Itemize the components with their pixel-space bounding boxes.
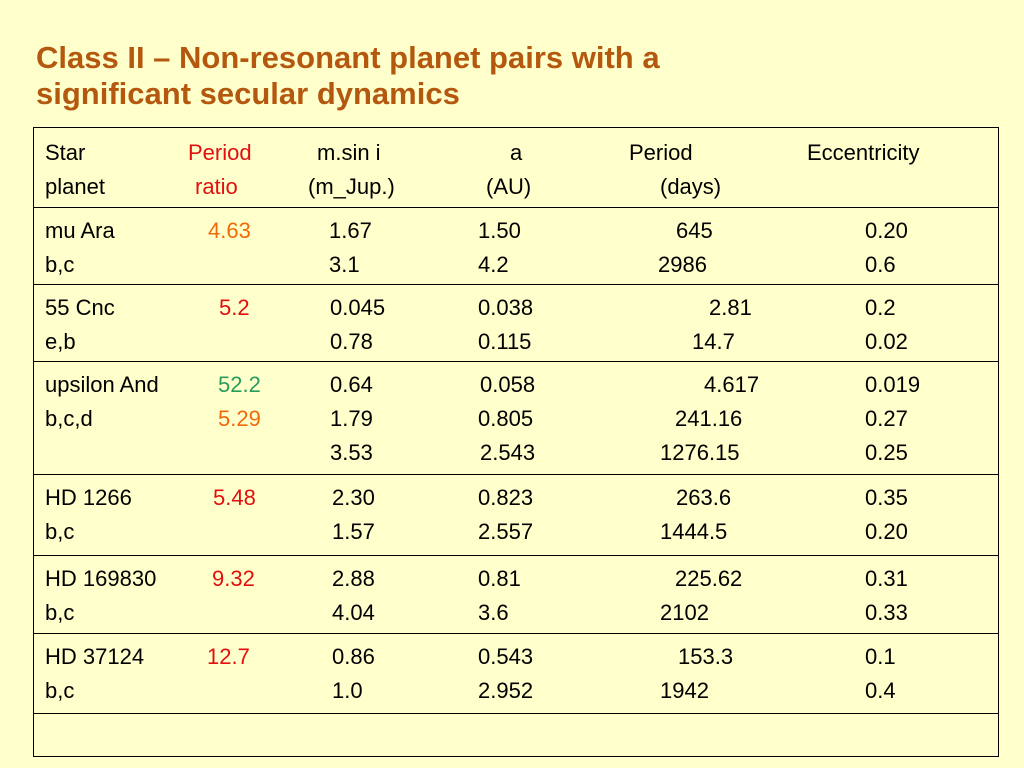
period-ratio-2: 5.29 [218, 406, 261, 431]
table-header: Star planet Period ratio m.sin i (m_Jup.… [34, 128, 998, 208]
star-name: mu Ara [45, 218, 115, 243]
header-a: a [510, 140, 523, 165]
header-period-ratio-1: Period [188, 140, 252, 165]
table-row: HD 1266 b,c 5.48 2.30 0.823 263.6 0.35 1.57 2.55… [34, 475, 998, 556]
star-name: HD 1266 [45, 485, 132, 510]
semi-major-axis-value: 4.2 [478, 252, 509, 277]
period-value: 1942 [660, 678, 709, 703]
period-value: 153.3 [678, 644, 734, 669]
header-period: Period [629, 140, 693, 165]
eccentricity-value: 0.27 [865, 406, 908, 431]
table-row: HD 37124 b,c 12.7 0.86 0.543 153.3 0.1 1.0 2.952… [34, 634, 998, 714]
eccentricity-value: 0.20 [865, 519, 908, 544]
planet-list: b,c [45, 600, 75, 625]
period-value: 225.62 [675, 566, 743, 591]
mass-value: 4.04 [332, 600, 375, 625]
planet-list: b,c,d [45, 406, 93, 431]
mass-value: 2.30 [332, 485, 375, 510]
period-value: 2986 [658, 252, 707, 277]
period-value: 2102 [660, 600, 709, 625]
eccentricity-value: 0.2 [865, 295, 896, 320]
mass-value: 1.79 [330, 406, 373, 431]
header-planet: planet [45, 174, 105, 199]
period-ratio: 52.2 [218, 372, 261, 397]
mass-value: 1.57 [332, 519, 375, 544]
header-days: (days) [660, 174, 722, 199]
star-name: HD 37124 [45, 644, 145, 669]
star-name: 55 Cnc [45, 295, 115, 320]
mass-value: 0.045 [330, 295, 386, 320]
mass-value: 1.0 [332, 678, 363, 703]
eccentricity-value: 0.35 [865, 485, 908, 510]
eccentricity-value: 0.25 [865, 440, 908, 465]
semi-major-axis-value: 2.543 [480, 440, 536, 465]
slide-title: Class II – Non-resonant planet pairs wit… [36, 40, 660, 112]
table-row: 55 Cnc e,b 5.2 0.045 0.038 2.81 0.2 0.78 0.115 14… [34, 285, 998, 362]
period-value: 14.7 [692, 329, 735, 354]
header-star: Star [45, 140, 86, 165]
semi-major-axis-value: 0.038 [478, 295, 534, 320]
header-eccentricity: Eccentricity [807, 140, 920, 165]
period-value: 1444.5 [660, 519, 728, 544]
star-name: upsilon And [45, 372, 159, 397]
period-ratio: 5.2 [219, 295, 250, 320]
period-value: 1276.15 [660, 440, 740, 465]
semi-major-axis-value: 0.805 [478, 406, 534, 431]
mass-value: 0.78 [330, 329, 373, 354]
period-ratio: 12.7 [207, 644, 250, 669]
semi-major-axis-value: 0.058 [480, 372, 536, 397]
planet-pairs-table: Star planet Period ratio m.sin i (m_Jup.… [33, 127, 999, 757]
period-ratio: 4.63 [208, 218, 251, 243]
mass-value: 0.64 [330, 372, 373, 397]
period-ratio: 5.48 [213, 485, 256, 510]
header-mjup: (m_Jup.) [308, 174, 395, 199]
period-value: 2.81 [709, 295, 752, 320]
period-value: 263.6 [676, 485, 732, 510]
header-msini: m.sin i [317, 140, 381, 165]
eccentricity-value: 0.019 [865, 372, 921, 397]
mass-value: 3.1 [329, 252, 360, 277]
header-period-ratio-2: ratio [195, 174, 238, 199]
period-ratio: 9.32 [212, 566, 255, 591]
semi-major-axis-value: 0.81 [478, 566, 521, 591]
planet-list: b,c [45, 519, 75, 544]
table-row: mu Ara b,c 4.63 1.67 1.50 645 0.20 3.1 4.2 2986 0.… [34, 208, 998, 285]
mass-value: 1.67 [329, 218, 372, 243]
semi-major-axis-value: 2.557 [478, 519, 534, 544]
title-line-2: significant secular dynamics [36, 76, 460, 111]
semi-major-axis-value: 1.50 [478, 218, 521, 243]
table-row: HD 169830 b,c 9.32 2.88 0.81 225.62 0.31 4.04 3.… [34, 556, 998, 634]
semi-major-axis-value: 0.543 [478, 644, 534, 669]
empty-row [34, 714, 998, 756]
header-au: (AU) [486, 174, 532, 199]
eccentricity-value: 0.20 [865, 218, 908, 243]
eccentricity-value: 0.6 [865, 252, 896, 277]
semi-major-axis-value: 0.115 [478, 329, 532, 354]
planet-list: e,b [45, 329, 76, 354]
table-row: upsilon And b,c,d 52.2 5.29 0.64 0.058 4.617 0.… [34, 362, 998, 475]
mass-value: 2.88 [332, 566, 375, 591]
period-value: 241.16 [675, 406, 743, 431]
eccentricity-value: 0.4 [865, 678, 896, 703]
eccentricity-value: 0.31 [865, 566, 908, 591]
period-value: 645 [676, 218, 713, 243]
eccentricity-value: 0.02 [865, 329, 908, 354]
eccentricity-value: 0.1 [865, 644, 896, 669]
mass-value: 0.86 [332, 644, 375, 669]
semi-major-axis-value: 0.823 [478, 485, 534, 510]
mass-value: 3.53 [330, 440, 373, 465]
semi-major-axis-value: 3.6 [478, 600, 509, 625]
star-name: HD 169830 [45, 566, 157, 591]
planet-list: b,c [45, 252, 75, 277]
semi-major-axis-value: 2.952 [478, 678, 534, 703]
eccentricity-value: 0.33 [865, 600, 908, 625]
period-value: 4.617 [704, 372, 760, 397]
planet-list: b,c [45, 678, 75, 703]
title-line-1: Class II – Non-resonant planet pairs wit… [36, 40, 660, 75]
